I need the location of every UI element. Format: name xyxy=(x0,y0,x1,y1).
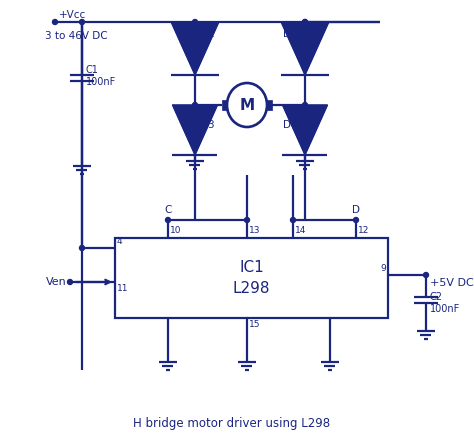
Circle shape xyxy=(67,279,73,285)
Circle shape xyxy=(423,272,428,278)
Text: +5V DC: +5V DC xyxy=(430,278,474,288)
Bar xyxy=(267,100,272,110)
Text: M: M xyxy=(239,98,255,113)
Text: 13: 13 xyxy=(249,226,261,235)
Circle shape xyxy=(302,19,308,25)
Text: 11: 11 xyxy=(117,284,128,293)
Text: 3 to 46V DC: 3 to 46V DC xyxy=(45,31,108,41)
Text: D: D xyxy=(352,205,360,215)
Text: 9: 9 xyxy=(380,264,386,273)
Text: IC1
L298: IC1 L298 xyxy=(233,260,270,296)
Text: 100nF: 100nF xyxy=(86,77,116,87)
Polygon shape xyxy=(173,105,218,155)
Circle shape xyxy=(245,217,249,223)
Circle shape xyxy=(302,103,308,107)
Text: D2: D2 xyxy=(283,29,298,39)
Circle shape xyxy=(165,217,171,223)
Circle shape xyxy=(291,217,295,223)
Bar xyxy=(222,100,227,110)
Text: 15: 15 xyxy=(249,320,261,329)
Circle shape xyxy=(192,19,198,25)
Text: 100nF: 100nF xyxy=(430,304,460,314)
Text: Ven: Ven xyxy=(46,277,67,287)
Text: D3: D3 xyxy=(200,120,215,130)
Circle shape xyxy=(192,103,198,107)
Text: D4: D4 xyxy=(283,120,298,130)
Circle shape xyxy=(80,246,84,250)
Circle shape xyxy=(354,217,358,223)
Text: +Vcc: +Vcc xyxy=(59,10,86,20)
Polygon shape xyxy=(283,105,328,155)
Text: C1: C1 xyxy=(86,65,99,75)
Text: 14: 14 xyxy=(295,226,306,235)
Circle shape xyxy=(302,19,308,25)
Text: D1: D1 xyxy=(200,29,215,39)
Text: H bridge motor driver using L298: H bridge motor driver using L298 xyxy=(133,417,330,430)
FancyBboxPatch shape xyxy=(115,238,388,318)
Text: 4: 4 xyxy=(117,237,123,246)
Circle shape xyxy=(80,19,84,25)
Circle shape xyxy=(53,19,57,25)
Polygon shape xyxy=(281,22,329,75)
Polygon shape xyxy=(171,22,219,75)
Text: 12: 12 xyxy=(358,226,369,235)
Text: C: C xyxy=(164,205,172,215)
Text: 10: 10 xyxy=(170,226,182,235)
Text: C2: C2 xyxy=(430,292,443,302)
